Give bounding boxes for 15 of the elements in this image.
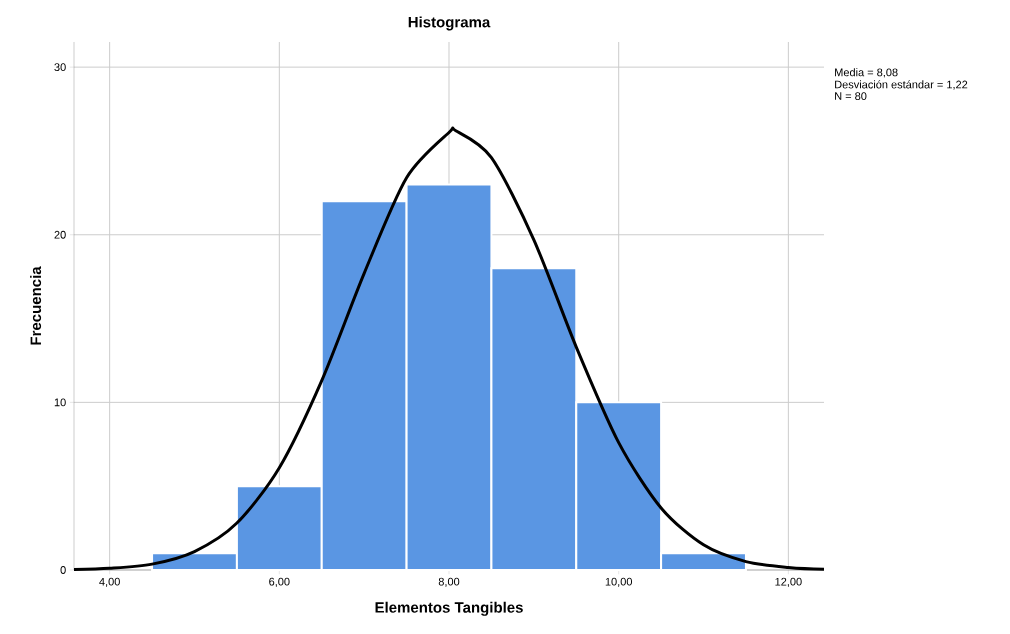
chart-title: Histograma: [408, 16, 491, 31]
x-tick-label: 12,00: [775, 577, 802, 587]
x-axis-title: Elementos Tangibles: [375, 601, 523, 616]
x-tick-label: 4,00: [99, 577, 120, 587]
text: Desviación estándar = 1,22: [835, 80, 968, 90]
text: Media = 8,08: [835, 68, 898, 78]
y-tick-label: 0: [60, 566, 66, 574]
y-axis-title: Frecuencia: [30, 266, 42, 345]
x-tick-label: 6,00: [269, 577, 290, 587]
x-tick-label: 10,00: [605, 577, 633, 587]
y-tick-label: 30: [54, 63, 66, 72]
x-tick-label: 8,00: [438, 577, 460, 587]
y-tick-label: 10: [54, 398, 66, 407]
y-tick-label: 20: [54, 230, 66, 239]
text: N = 80: [835, 92, 867, 100]
